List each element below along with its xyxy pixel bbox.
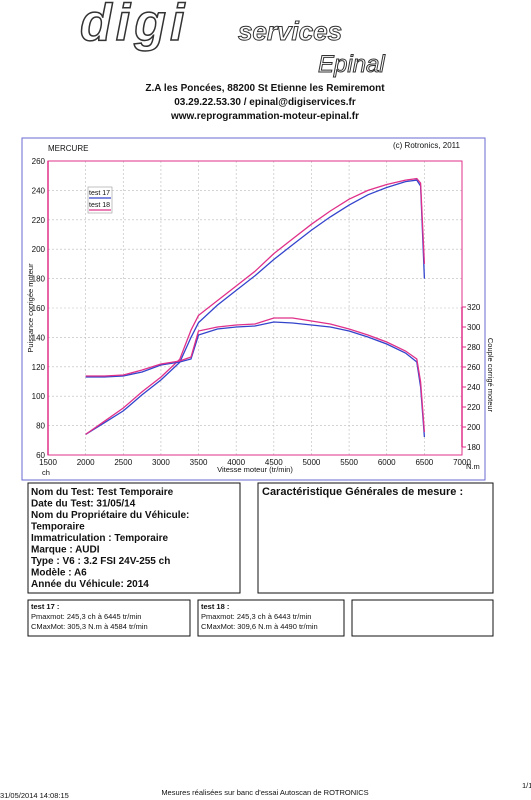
x-tick-label: 2500 (114, 458, 132, 467)
y-tick-label: 100 (32, 392, 46, 401)
vehicle-line: Type : V6 : 3.2 FSI 24V-255 ch (31, 556, 170, 567)
result-power: Pmaxmot: 245,3 ch à 6443 tr/min (201, 612, 311, 621)
y2-tick-label: 200 (467, 423, 481, 432)
logo-city: Epinal (318, 51, 385, 78)
vehicle-line: Marque : AUDI (31, 545, 100, 556)
result-box (197, 599, 345, 637)
x-tick-label: 6500 (415, 458, 433, 467)
x-tick-label: 2000 (77, 458, 95, 467)
y2-tick-label: 240 (467, 383, 481, 392)
series-line (85, 177, 426, 435)
x-tick-label: 7000 (453, 458, 471, 467)
logo-main: digi (80, 0, 188, 52)
y-tick-label: 220 (32, 216, 46, 225)
result-title: test 17 : (31, 602, 59, 611)
x-axis-label: Vitesse moteur (tr/min) (217, 465, 293, 474)
result-box (27, 599, 191, 637)
website: www.reprogrammation-moteur-epinal.fr (170, 111, 359, 122)
address: Z.A les Poncées, 88200 St Etienne les Re… (145, 83, 385, 94)
footer-page: 1/1 (522, 781, 531, 790)
chart-frame (21, 137, 486, 481)
x-tick-label: 4500 (265, 458, 283, 467)
x-tick-label: 5500 (340, 458, 358, 467)
vehicle-line: Année du Véhicule: 2014 (31, 579, 149, 590)
characteristics-title: Caractéristique Générales de mesure : (262, 486, 463, 498)
legend-label: test 17 (89, 190, 110, 197)
x-tick-label: 3000 (152, 458, 170, 467)
vehicle-line: Nom du Test: Test Temporaire (31, 487, 174, 498)
vehicle-line: Temporaire (31, 522, 85, 533)
y2-unit: N.m (466, 462, 480, 471)
y2-tick-label: 280 (467, 343, 481, 352)
characteristics-box (257, 482, 494, 594)
vehicle-box (27, 482, 241, 594)
y-axis-label: Puissance corrigée moteur (26, 263, 35, 353)
x-tick-label: 6000 (378, 458, 396, 467)
y-unit: ch (42, 468, 50, 477)
x-tick-label: 3500 (190, 458, 208, 467)
result-torque: CMaxMot: 309,6 N.m à 4490 tr/min (201, 622, 318, 631)
footer-datetime: 31/05/2014 14:08:15 (0, 791, 69, 800)
series-line (85, 317, 426, 433)
vehicle-line: Nom du Propriétaire du Véhicule: (31, 510, 189, 521)
y-tick-label: 60 (36, 451, 45, 460)
y2-tick-label: 320 (467, 303, 481, 312)
contact: 03.29.22.53.30 / epinal@digiservices.fr (174, 97, 356, 108)
y-tick-label: 80 (36, 422, 45, 431)
result-torque: CMaxMot: 305,3 N.m à 4584 tr/min (31, 622, 148, 631)
vehicle-line: Modèle : A6 (31, 568, 87, 579)
legend-label: test 18 (89, 202, 110, 209)
y-tick-label: 200 (32, 245, 46, 254)
y-tick-label: 240 (32, 186, 46, 195)
y2-tick-label: 220 (467, 403, 481, 412)
x-tick-label: 1500 (39, 458, 57, 467)
empty-box (351, 599, 494, 637)
y2-tick-label: 180 (467, 443, 481, 452)
y2-tick-label: 300 (467, 323, 481, 332)
x-tick-label: 4000 (227, 458, 245, 467)
y2-axis-label: Couple corrigé moteur (486, 338, 495, 413)
y-tick-label: 140 (32, 333, 46, 342)
legend-box (87, 186, 113, 214)
chart-credit: (c) Rotronics, 2011 (393, 141, 461, 150)
series-line (85, 179, 426, 435)
result-title: test 18 : (201, 602, 229, 611)
y-tick-label: 160 (32, 304, 46, 313)
series-line (85, 321, 426, 438)
y2-tick-label: 260 (467, 363, 481, 372)
y-tick-label: 180 (32, 275, 46, 284)
vehicle-line: Date du Test: 31/05/14 (31, 499, 136, 510)
x-tick-label: 5000 (303, 458, 321, 467)
result-power: Pmaxmot: 245,3 ch à 6445 tr/min (31, 612, 141, 621)
chart-title: MERCURE (48, 144, 88, 153)
footer-note: Mesures réalisées sur banc d'essai Autos… (161, 788, 368, 797)
vehicle-line: Immatriculation : Temporaire (31, 533, 169, 544)
y-tick-label: 120 (32, 363, 46, 372)
y-tick-label: 260 (32, 157, 46, 166)
logo-sub: services (238, 16, 342, 46)
